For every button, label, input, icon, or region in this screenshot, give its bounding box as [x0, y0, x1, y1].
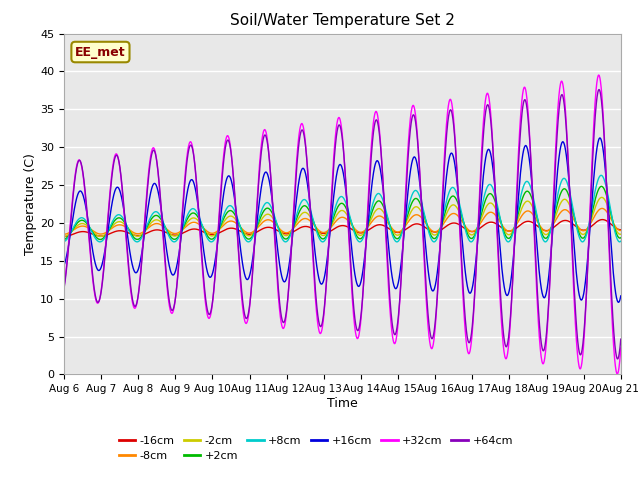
-8cm [617, 228, 625, 233]
+64cm [504, 338, 512, 344]
Line: -16cm: -16cm [64, 219, 621, 237]
-8cm [216, 227, 223, 232]
+64cm [371, 122, 378, 128]
+16cm [614, 300, 622, 305]
-8cm [60, 231, 68, 237]
+16cm [216, 226, 223, 231]
Line: +2cm: +2cm [64, 186, 621, 240]
Line: -2cm: -2cm [64, 197, 621, 237]
+32cm [216, 210, 223, 216]
-16cm [371, 223, 378, 229]
Line: -8cm: -8cm [64, 208, 621, 234]
+64cm [617, 336, 625, 342]
-16cm [598, 216, 606, 222]
-2cm [358, 232, 366, 238]
Line: +32cm: +32cm [64, 75, 621, 374]
+2cm [617, 235, 625, 240]
-8cm [371, 216, 378, 221]
+8cm [597, 172, 605, 178]
-8cm [598, 205, 606, 211]
+8cm [568, 199, 575, 205]
+2cm [216, 226, 223, 231]
-2cm [568, 207, 575, 213]
Legend: -16cm, -8cm, -2cm, +2cm, +8cm, +16cm, +32cm, +64cm: -16cm, -8cm, -2cm, +2cm, +8cm, +16cm, +3… [114, 431, 518, 466]
Line: +8cm: +8cm [64, 175, 621, 242]
+2cm [584, 228, 591, 234]
-2cm [504, 232, 512, 238]
Line: +16cm: +16cm [64, 138, 621, 302]
-8cm [504, 228, 512, 234]
+8cm [584, 229, 591, 235]
+2cm [60, 237, 68, 242]
Text: EE_met: EE_met [75, 46, 126, 59]
-2cm [371, 209, 378, 215]
+2cm [96, 237, 104, 242]
+64cm [60, 286, 68, 291]
+32cm [617, 345, 625, 351]
-16cm [504, 228, 512, 234]
-2cm [216, 227, 223, 232]
-16cm [358, 230, 366, 236]
+2cm [359, 234, 367, 240]
-8cm [358, 229, 366, 235]
+16cm [60, 263, 68, 268]
+32cm [613, 371, 621, 377]
+32cm [358, 299, 366, 304]
+64cm [568, 229, 575, 235]
X-axis label: Time: Time [327, 397, 358, 410]
+32cm [60, 284, 68, 289]
-2cm [60, 234, 68, 240]
+16cm [596, 135, 604, 141]
+16cm [504, 291, 512, 297]
-2cm [617, 231, 625, 237]
+2cm [371, 202, 379, 208]
+64cm [595, 87, 603, 93]
+32cm [595, 72, 602, 78]
+8cm [617, 238, 625, 244]
+16cm [583, 263, 591, 269]
Y-axis label: Temperature (C): Temperature (C) [24, 153, 37, 255]
-16cm [216, 230, 223, 236]
+16cm [371, 164, 378, 170]
+8cm [371, 195, 379, 201]
-2cm [598, 194, 605, 200]
+32cm [568, 238, 575, 243]
+32cm [504, 347, 512, 353]
+16cm [358, 271, 366, 277]
+2cm [504, 236, 512, 241]
+2cm [598, 183, 605, 189]
-16cm [568, 220, 575, 226]
+2cm [568, 203, 575, 209]
+64cm [583, 279, 591, 285]
-8cm [568, 213, 575, 218]
+32cm [583, 278, 591, 284]
-16cm [617, 227, 625, 233]
+8cm [60, 239, 68, 244]
+8cm [282, 239, 289, 245]
+8cm [216, 225, 223, 231]
-2cm [583, 228, 591, 233]
+64cm [216, 215, 223, 220]
Title: Soil/Water Temperature Set 2: Soil/Water Temperature Set 2 [230, 13, 455, 28]
+64cm [358, 297, 366, 303]
+16cm [568, 211, 575, 216]
-8cm [583, 226, 591, 232]
-16cm [583, 227, 591, 232]
-16cm [60, 234, 68, 240]
+64cm [614, 356, 621, 362]
+16cm [617, 293, 625, 299]
+32cm [371, 112, 378, 118]
+8cm [504, 239, 512, 245]
Line: +64cm: +64cm [64, 90, 621, 359]
+8cm [359, 236, 367, 242]
